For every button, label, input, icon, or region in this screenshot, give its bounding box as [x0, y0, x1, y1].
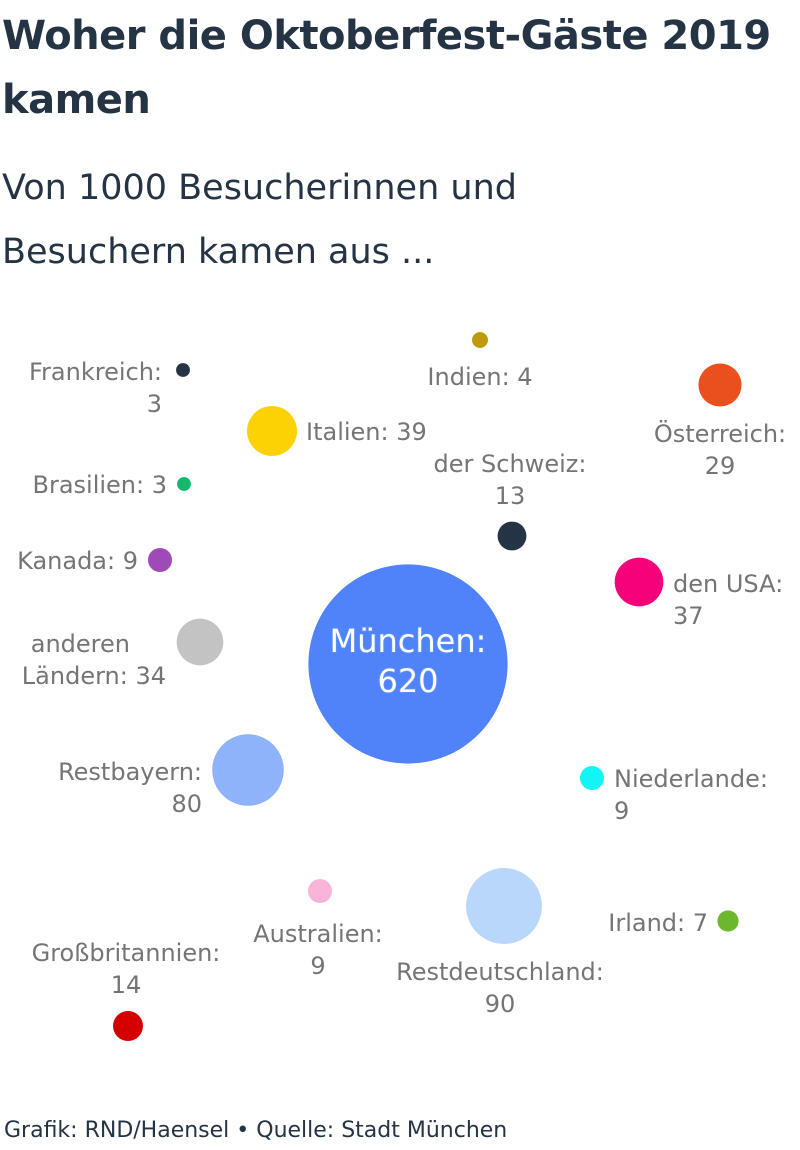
bubble-group-großbritannien — [113, 1011, 143, 1041]
data-label-niederlande-name: Niederlande: — [614, 765, 768, 793]
data-label-indien: Indien: 4 — [427, 363, 532, 391]
data-label-österreich-name: Österreich: — [654, 419, 786, 448]
bubble-kanada[interactable] — [148, 548, 172, 572]
data-label-brasilien: Brasilien: 3 — [32, 471, 167, 499]
bubble-group-frankreich — [176, 363, 190, 377]
data-label-italien: Italien: 39 — [306, 418, 427, 446]
bubble-münchen[interactable] — [308, 564, 508, 764]
bubble-restbayern[interactable] — [212, 734, 284, 806]
bubble-group-kanada — [148, 548, 172, 572]
bubble-chart: München:620 Restdeutschland: 90 Restbayern:… — [17, 332, 786, 1041]
bubble-group-indien — [472, 332, 488, 348]
bubble-group-anderen-ländern — [176, 618, 224, 666]
data-label-kanada: Kanada: 9 — [17, 547, 138, 575]
bubble-australien[interactable] — [308, 879, 332, 903]
bubble-irland[interactable] — [717, 910, 739, 932]
bubble-indien[interactable] — [472, 332, 488, 348]
bubble-österreich[interactable] — [698, 363, 742, 407]
bubble-group-brasilien — [177, 477, 191, 491]
data-label-der-schweiz-value: 13 — [495, 482, 526, 510]
data-label-münchen-name: München: — [330, 622, 487, 660]
bubble-group-restbayern — [212, 734, 284, 806]
source-note: Grafik: RND/Haensel • Quelle: Stadt Münc… — [4, 1118, 508, 1143]
bubble-den-usa[interactable] — [614, 557, 664, 607]
data-label-anderen-ländern-value: Ländern: 34 — [22, 662, 166, 690]
data-label-restbayern-value: 80 — [171, 790, 202, 818]
bubble-group-niederlande — [580, 766, 604, 790]
data-label-großbritannien-name: Großbritannien: — [32, 939, 221, 967]
data-label-australien-value: 9 — [310, 952, 325, 980]
bubble-group-australien — [308, 879, 332, 903]
data-label-frankreich-value: 3 — [147, 390, 162, 418]
data-label-österreich-value: 29 — [705, 452, 736, 480]
bubble-anderen-ländern[interactable] — [176, 618, 224, 666]
data-label-australien-name: Australien: — [253, 920, 383, 948]
bubble-niederlande[interactable] — [580, 766, 604, 790]
bubble-group-österreich — [698, 363, 742, 407]
bubble-italien[interactable] — [247, 406, 297, 456]
bubble-group-den-usa — [614, 557, 664, 607]
bubble-group-irland — [717, 910, 739, 932]
data-label-frankreich-name: Frankreich: — [29, 358, 162, 386]
bubble-brasilien[interactable] — [177, 477, 191, 491]
bubble-großbritannien[interactable] — [113, 1011, 143, 1041]
data-label-der-schweiz-name: der Schweiz: — [434, 450, 587, 478]
bubble-der-schweiz[interactable] — [497, 521, 527, 551]
chart-title: Woher die Oktoberfest-Gäste 2019 kamen — [2, 13, 771, 123]
data-label-restdeutschland-name: Restdeutschland: — [396, 958, 604, 986]
data-label-niederlande-value: 9 — [614, 797, 629, 825]
data-label-restdeutschland-value: 90 — [485, 990, 516, 1018]
bubble-group-münchen — [308, 564, 508, 764]
data-label-den-usa-value: 37 — [673, 602, 704, 630]
data-label-irland: Irland: 7 — [608, 909, 708, 937]
data-label-den-usa-name: den USA: — [673, 570, 783, 598]
bubble-restdeutschland[interactable] — [466, 868, 542, 944]
bubble-frankreich[interactable] — [176, 363, 190, 377]
bubble-group-italien — [247, 406, 297, 456]
data-label-anderen-ländern-name-1: anderen — [31, 630, 130, 658]
data-label-münchen-value: 620 — [377, 662, 438, 700]
chart-subtitle: Von 1000 Besucherinnen und Besuchern kam… — [2, 168, 517, 272]
bubble-group-der-schweiz — [497, 521, 527, 551]
data-label-großbritannien-value: 14 — [111, 971, 142, 999]
data-label-restbayern-name: Restbayern: — [58, 758, 202, 786]
bubble-group-restdeutschland — [466, 868, 542, 944]
